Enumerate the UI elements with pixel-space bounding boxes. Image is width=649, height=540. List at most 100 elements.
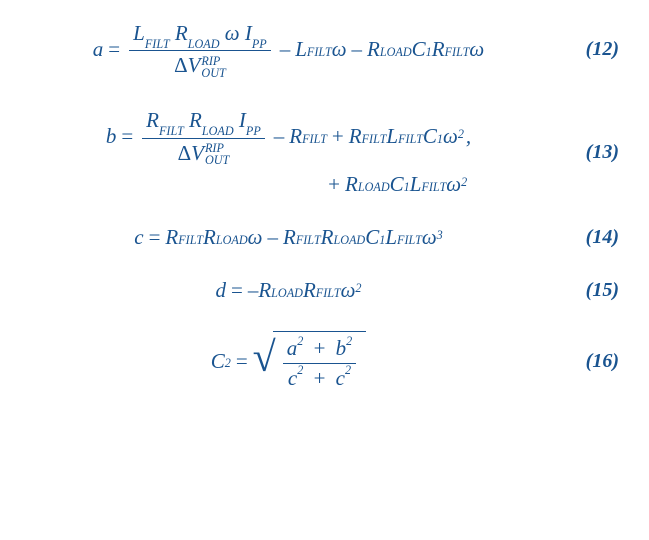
leading-minus: – xyxy=(248,278,259,303)
lhs-b: b xyxy=(106,124,117,149)
equation-row-16: C2 = √ a2 + b2 c2 + c2 xyxy=(30,331,619,391)
sub-1: 1 xyxy=(437,132,443,147)
sup-3: 3 xyxy=(437,228,443,243)
equals: = xyxy=(231,349,253,374)
sub-filt: FILT xyxy=(307,45,332,60)
fraction-12: LFILT RLOAD ω IPP ΔVRIPOUT xyxy=(129,20,271,79)
equals: = xyxy=(226,278,248,303)
sym-omega: ω xyxy=(469,37,484,62)
radical-icon: √ xyxy=(253,337,276,397)
sub-filt: FILT xyxy=(397,233,422,248)
equation-number-14: (14) xyxy=(571,226,619,249)
sym-omega: ω xyxy=(422,225,437,250)
sym-omega: ω xyxy=(332,37,347,62)
equals: = xyxy=(116,124,138,149)
sym-a: a xyxy=(287,336,298,360)
sub-filt: FILT xyxy=(421,180,446,195)
sym-omega: ω xyxy=(248,225,263,250)
sym-C: C xyxy=(211,349,225,374)
sym-delta: Δ xyxy=(174,53,188,77)
equation-body-12: a = LFILT RLOAD ω IPP ΔVRIPOUT – LFILT ω… xyxy=(30,20,547,79)
sym-R: R xyxy=(175,21,188,45)
sym-R: R xyxy=(321,225,334,250)
sym-C: C xyxy=(423,124,437,149)
plus: + xyxy=(309,336,331,360)
sub-2: 2 xyxy=(225,356,231,371)
equals: = xyxy=(144,225,166,250)
equation-number-16: (16) xyxy=(571,350,619,373)
sqrt-16: √ a2 + b2 c2 + c2 xyxy=(253,331,367,391)
sup-2: 2 xyxy=(461,175,467,190)
sub-1: 1 xyxy=(404,180,410,195)
sym-R: R xyxy=(146,108,159,132)
sym-c: c xyxy=(288,366,297,390)
sym-c: c xyxy=(336,366,345,390)
sym-L: L xyxy=(295,37,307,62)
lhs-c: c xyxy=(134,225,143,250)
sym-R: R xyxy=(289,124,302,149)
equals: = xyxy=(103,37,125,62)
comma: , xyxy=(464,124,471,149)
sym-omega: ω xyxy=(225,21,240,45)
equation-number-13: (13) xyxy=(571,141,619,164)
sub-load: LOAD xyxy=(271,286,303,301)
sub-load: LOAD xyxy=(202,124,234,138)
sub-pp: PP xyxy=(252,37,267,51)
sup-2: 2 xyxy=(458,127,464,142)
sym-R: R xyxy=(203,225,216,250)
sym-I: I xyxy=(239,108,246,132)
sym-R: R xyxy=(367,37,380,62)
sup-2: 2 xyxy=(297,363,303,377)
equation-body-13: b = RFILT RLOAD IPP ΔVRIPOUT – RFILT + xyxy=(30,107,547,197)
sym-R: R xyxy=(432,37,445,62)
sym-delta: Δ xyxy=(178,141,192,165)
sym-omega: ω xyxy=(341,278,356,303)
sub-filt: FILT xyxy=(316,286,341,301)
sym-C: C xyxy=(390,172,404,197)
sub-1: 1 xyxy=(379,233,385,248)
sym-V: V xyxy=(191,141,204,165)
plus: + xyxy=(309,366,331,390)
minus: – xyxy=(262,225,283,250)
equation-row-12: a = LFILT RLOAD ω IPP ΔVRIPOUT – LFILT ω… xyxy=(30,20,619,79)
sub-filt: FILT xyxy=(296,233,321,248)
minus: – xyxy=(269,124,290,149)
lhs-d: d xyxy=(215,278,226,303)
sup-2: 2 xyxy=(346,334,352,348)
sub-load: LOAD xyxy=(188,37,220,51)
sub-load: LOAD xyxy=(216,233,248,248)
sym-L: L xyxy=(385,225,397,250)
sym-R: R xyxy=(349,124,362,149)
sym-omega: ω xyxy=(446,172,461,197)
sub-filt: FILT xyxy=(362,132,387,147)
sup-2: 2 xyxy=(355,281,361,296)
sym-R: R xyxy=(345,172,358,197)
sym-C: C xyxy=(365,225,379,250)
sym-V: V xyxy=(188,53,201,77)
sym-R: R xyxy=(165,225,178,250)
sym-b: b xyxy=(336,336,347,360)
sym-L: L xyxy=(133,21,145,45)
lhs-a: a xyxy=(93,37,104,62)
minus: – xyxy=(275,37,296,62)
sub-filt: FILT xyxy=(145,37,170,51)
sub-1: 1 xyxy=(426,45,432,60)
sub-load: LOAD xyxy=(358,180,390,195)
sup-2: 2 xyxy=(297,334,303,348)
fraction-13: RFILT RLOAD IPP ΔVRIPOUT xyxy=(142,107,265,166)
equation-body-16: C2 = √ a2 + b2 c2 + c2 xyxy=(30,331,547,391)
sub-filt: FILT xyxy=(178,233,203,248)
sym-I: I xyxy=(245,21,252,45)
sym-L: L xyxy=(386,124,398,149)
equation-row-13: b = RFILT RLOAD IPP ΔVRIPOUT – RFILT + xyxy=(30,107,619,197)
sym-R: R xyxy=(258,278,271,303)
equation-row-14: c = RFILT RLOAD ω – RFILT RLOAD C1 LFILT… xyxy=(30,225,619,250)
sub-load: LOAD xyxy=(333,233,365,248)
sym-R: R xyxy=(283,225,296,250)
sub-filt: FILT xyxy=(398,132,423,147)
sym-R: R xyxy=(303,278,316,303)
equation-number-12: (12) xyxy=(571,38,619,61)
supsub-out-rip: RIPOUT xyxy=(205,143,229,166)
supsub-out-rip: RIPOUT xyxy=(201,56,225,79)
plus: + xyxy=(323,172,345,197)
